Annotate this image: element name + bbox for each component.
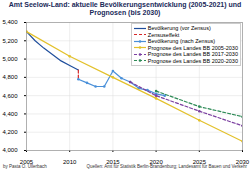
- svg-text:2015: 2015: [106, 159, 120, 164]
- svg-text:5,000: 5,000: [2, 56, 18, 62]
- html-text:by Pasta O. Ullerbach: by Pasta O. Ullerbach: [3, 164, 47, 169]
- html-text:Bevölkerung (nach Zensus): Bevölkerung (nach Zensus): [147, 38, 215, 44]
- html-text:Zensuseffekt: Zensuseffekt: [147, 31, 180, 38]
- html-text:Prognose des Landes BB 2005-20: Prognose des Landes BB 2005-2030: [147, 44, 238, 51]
- svg-text:5,200: 5,200: [2, 38, 18, 44]
- html-text:Quellen: Amt für Statistik Ber: Quellen: Amt für Statistik Berlin-Brande…: [86, 164, 247, 169]
- svg-text:4,800: 4,800: [2, 74, 18, 80]
- svg-text:4,400: 4,400: [2, 111, 18, 117]
- svg-text:2025: 2025: [193, 159, 207, 164]
- html-text:Amt Seelow-Land: aktuelle Bevö: Amt Seelow-Land: aktuelle Bevölkerungsen…: [8, 1, 242, 16]
- svg-text:2020: 2020: [149, 159, 163, 164]
- svg-text:4,200: 4,200: [2, 129, 18, 135]
- html-text:Bevölkerung (vor Zensus): Bevölkerung (vor Zensus): [147, 25, 211, 31]
- svg-text:4,000: 4,000: [2, 147, 18, 153]
- svg-text:4,600: 4,600: [2, 93, 18, 99]
- html-text:Prognose des Landes BB 2017-20: Prognose des Landes BB 2017-2030: [147, 51, 238, 57]
- html-text:Prognose des Landes BB 2020-20: Prognose des Landes BB 2020-2030: [147, 57, 238, 64]
- svg-text:2005: 2005: [20, 159, 34, 164]
- svg-text:2010: 2010: [63, 159, 77, 164]
- svg-text:5,400: 5,400: [2, 19, 18, 25]
- svg-text:2030: 2030: [236, 159, 250, 164]
